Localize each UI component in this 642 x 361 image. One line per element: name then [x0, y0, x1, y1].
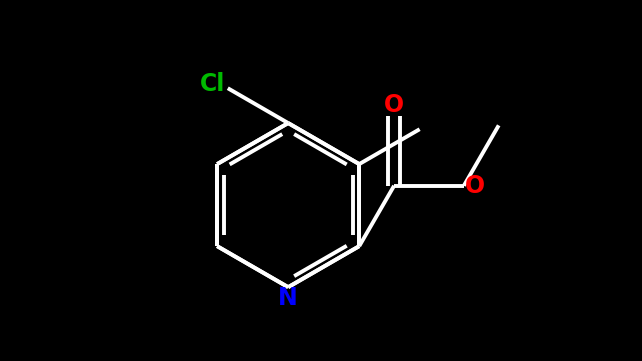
- Text: N: N: [278, 286, 298, 310]
- Text: O: O: [464, 174, 485, 198]
- Text: Cl: Cl: [200, 72, 226, 96]
- Text: O: O: [384, 93, 404, 117]
